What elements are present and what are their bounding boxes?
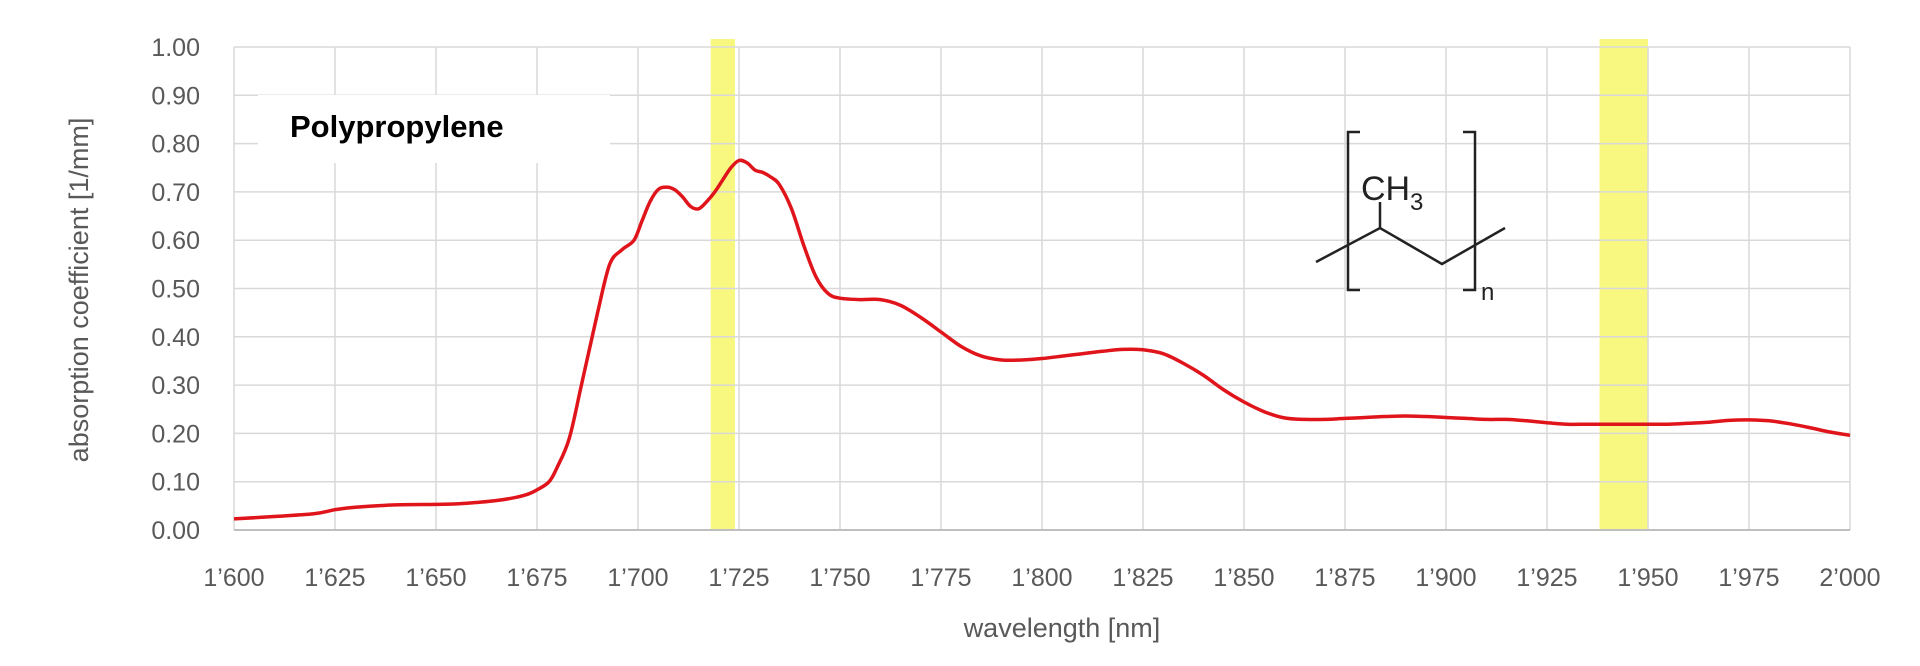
material-label: Polypropylene bbox=[290, 109, 504, 144]
x-tick-label-12: 1’900 bbox=[1415, 564, 1476, 592]
x-tick-label-14: 1’950 bbox=[1617, 564, 1678, 592]
highlight-band-1 bbox=[710, 39, 735, 530]
repeat-unit-subscript: n bbox=[1481, 279, 1494, 306]
x-axis-title: wavelength [nm] bbox=[963, 613, 1161, 643]
y-tick-label-3: 0.30 bbox=[151, 372, 200, 400]
highlight-band-2 bbox=[1599, 39, 1648, 530]
y-tick-label-0: 0.00 bbox=[151, 517, 200, 545]
y-tick-label-5: 0.50 bbox=[151, 276, 200, 304]
left-bracket bbox=[1346, 130, 1360, 292]
x-tick-label-10: 1’850 bbox=[1213, 564, 1274, 592]
x-tick-label-2: 1’650 bbox=[405, 564, 466, 592]
x-tick-label-15: 1’975 bbox=[1718, 564, 1779, 592]
x-tick-label-7: 1’775 bbox=[910, 564, 971, 592]
methyl-group-label: CH bbox=[1361, 170, 1410, 208]
x-tick-label-3: 1’675 bbox=[506, 564, 567, 592]
x-tick-label-13: 1’925 bbox=[1516, 564, 1577, 592]
backbone-bonds bbox=[1315, 226, 1506, 266]
x-tick-label-5: 1’725 bbox=[708, 564, 769, 592]
y-tick-label-2: 0.20 bbox=[151, 420, 200, 448]
y-tick-label-10: 1.00 bbox=[151, 34, 200, 62]
x-tick-label-16: 2’000 bbox=[1819, 564, 1880, 592]
y-tick-label-6: 0.60 bbox=[151, 227, 200, 255]
x-tick-label-9: 1’825 bbox=[1112, 564, 1173, 592]
x-tick-label-1: 1’625 bbox=[304, 564, 365, 592]
y-tick-label-1: 0.10 bbox=[151, 469, 200, 497]
y-tick-label-8: 0.80 bbox=[151, 131, 200, 159]
x-tick-label-4: 1’700 bbox=[607, 564, 668, 592]
x-tick-label-11: 1’875 bbox=[1314, 564, 1375, 592]
y-tick-label-9: 0.90 bbox=[151, 82, 200, 110]
highlight-bands bbox=[710, 39, 1648, 530]
series-line-1 bbox=[233, 158, 1851, 521]
y-axis-ticks: 0.00 0.10 0.20 0.30 0.40 0.50 0.60 0.70 0.80 0.90… bbox=[151, 34, 200, 545]
y-tick-label-4: 0.40 bbox=[151, 324, 200, 352]
x-tick-label-8: 1’800 bbox=[1011, 564, 1072, 592]
x-tick-label-6: 1’750 bbox=[809, 564, 870, 592]
material-label-box bbox=[258, 95, 610, 163]
x-tick-label-0: 1’600 bbox=[203, 564, 264, 592]
right-bracket bbox=[1463, 130, 1477, 292]
gridlines bbox=[233, 46, 1851, 531]
x-axis-ticks: 1’600 1’625 1’650 1’675 1’700 1’725 1’750 1’775… bbox=[203, 564, 1880, 592]
methyl-subscript: 3 bbox=[1410, 189, 1423, 216]
y-tick-label-7: 0.70 bbox=[151, 179, 200, 207]
series-layer bbox=[233, 158, 1851, 521]
y-axis-title: absorption coefficient [1/mm] bbox=[64, 118, 94, 463]
polypropylene-structure bbox=[1315, 130, 1506, 292]
